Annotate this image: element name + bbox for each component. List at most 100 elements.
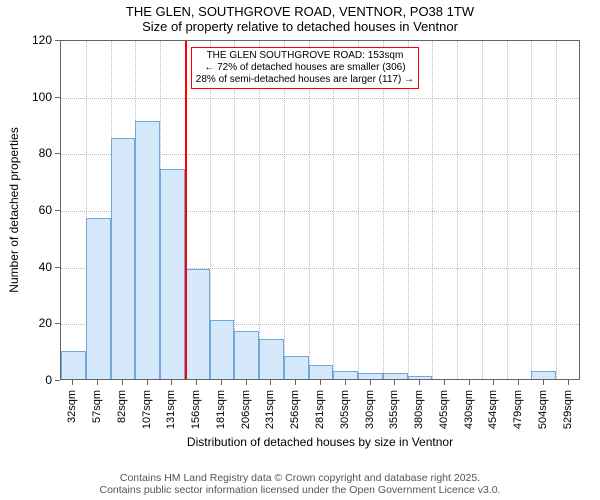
bar <box>86 218 111 380</box>
grid-line-v <box>234 41 235 379</box>
ytick-mark <box>55 323 60 324</box>
plot-area: THE GLEN SOUTHGROVE ROAD: 153sqm← 72% of… <box>60 40 580 380</box>
bar <box>333 371 358 380</box>
bar <box>111 138 136 379</box>
grid-line-v <box>408 41 409 379</box>
xtick-label: 281sqm <box>314 390 326 429</box>
xtick-mark <box>196 380 197 385</box>
xtick-mark <box>122 380 123 385</box>
bar <box>234 331 259 379</box>
xtick-label: 479sqm <box>512 390 524 429</box>
xtick-label: 330sqm <box>364 390 376 429</box>
grid-line-v <box>432 41 433 379</box>
grid-line-v <box>259 41 260 379</box>
ytick-mark <box>55 210 60 211</box>
xtick-mark <box>270 380 271 385</box>
bar <box>61 351 86 379</box>
grid-line-v <box>507 41 508 379</box>
xtick-label: 206sqm <box>240 390 252 429</box>
xtick-label: 430sqm <box>463 390 475 429</box>
annotation-line: ← 72% of detached houses are smaller (30… <box>196 62 414 74</box>
ytick-label: 80 <box>0 146 52 160</box>
xtick-label: 32sqm <box>66 390 78 423</box>
footer-line-2: Contains public sector information licen… <box>0 484 600 496</box>
xtick-label: 305sqm <box>339 390 351 429</box>
marker-line <box>185 41 187 379</box>
bar <box>358 373 383 379</box>
ytick-label: 60 <box>0 203 52 217</box>
title-block: THE GLEN, SOUTHGROVE ROAD, VENTNOR, PO38… <box>0 0 600 34</box>
ytick-mark <box>55 40 60 41</box>
xtick-label: 57sqm <box>91 390 103 423</box>
grid-line-v <box>482 41 483 379</box>
xtick-mark <box>444 380 445 385</box>
xtick-label: 355sqm <box>388 390 400 429</box>
grid-line-v <box>531 41 532 379</box>
grid-line-v <box>383 41 384 379</box>
bar <box>160 169 185 379</box>
xtick-mark <box>469 380 470 385</box>
xtick-label: 504sqm <box>537 390 549 429</box>
xtick-mark <box>419 380 420 385</box>
grid-line-v <box>309 41 310 379</box>
ytick-mark <box>55 380 60 381</box>
xtick-mark <box>345 380 346 385</box>
grid-line-v <box>284 41 285 379</box>
bar <box>259 339 284 379</box>
bar <box>309 365 334 379</box>
ytick-label: 0 <box>0 373 52 387</box>
xtick-mark <box>72 380 73 385</box>
xtick-label: 380sqm <box>413 390 425 429</box>
xtick-mark <box>394 380 395 385</box>
bar <box>408 376 433 379</box>
grid-line-v <box>457 41 458 379</box>
ytick-mark <box>55 153 60 154</box>
xtick-label: 107sqm <box>141 390 153 429</box>
title-line-1: THE GLEN, SOUTHGROVE ROAD, VENTNOR, PO38… <box>0 4 600 19</box>
xtick-mark <box>147 380 148 385</box>
grid-line-v <box>333 41 334 379</box>
xtick-label: 82sqm <box>116 390 128 423</box>
xtick-mark <box>320 380 321 385</box>
bar <box>531 371 556 380</box>
ytick-label: 100 <box>0 90 52 104</box>
bar <box>185 269 210 380</box>
annotation-box: THE GLEN SOUTHGROVE ROAD: 153sqm← 72% of… <box>191 47 419 89</box>
xtick-mark <box>295 380 296 385</box>
ytick-label: 20 <box>0 316 52 330</box>
xtick-mark <box>543 380 544 385</box>
annotation-line: 28% of semi-detached houses are larger (… <box>196 74 414 86</box>
xtick-label: 529sqm <box>562 390 574 429</box>
xtick-label: 156sqm <box>190 390 202 429</box>
bar <box>210 320 235 380</box>
x-axis-title: Distribution of detached houses by size … <box>187 435 453 449</box>
xtick-mark <box>493 380 494 385</box>
grid-line-v <box>358 41 359 379</box>
ytick-mark <box>55 267 60 268</box>
xtick-label: 256sqm <box>289 390 301 429</box>
bar <box>135 121 160 379</box>
grid-line-v <box>556 41 557 379</box>
bar <box>383 373 408 379</box>
xtick-label: 405sqm <box>438 390 450 429</box>
xtick-mark <box>246 380 247 385</box>
title-line-2: Size of property relative to detached ho… <box>0 19 600 34</box>
footer: Contains HM Land Registry data © Crown c… <box>0 470 600 500</box>
ytick-mark <box>55 97 60 98</box>
xtick-mark <box>568 380 569 385</box>
xtick-mark <box>518 380 519 385</box>
xtick-label: 181sqm <box>215 390 227 429</box>
xtick-mark <box>370 380 371 385</box>
xtick-label: 131sqm <box>165 390 177 429</box>
xtick-mark <box>221 380 222 385</box>
bar <box>284 356 309 379</box>
xtick-label: 454sqm <box>487 390 499 429</box>
chart-container: THE GLEN, SOUTHGROVE ROAD, VENTNOR, PO38… <box>0 0 600 500</box>
ytick-label: 40 <box>0 260 52 274</box>
annotation-line: THE GLEN SOUTHGROVE ROAD: 153sqm <box>196 50 414 62</box>
footer-line-1: Contains HM Land Registry data © Crown c… <box>0 472 600 484</box>
xtick-label: 231sqm <box>264 390 276 429</box>
xtick-mark <box>171 380 172 385</box>
grid-line-h <box>61 98 579 99</box>
xtick-mark <box>97 380 98 385</box>
